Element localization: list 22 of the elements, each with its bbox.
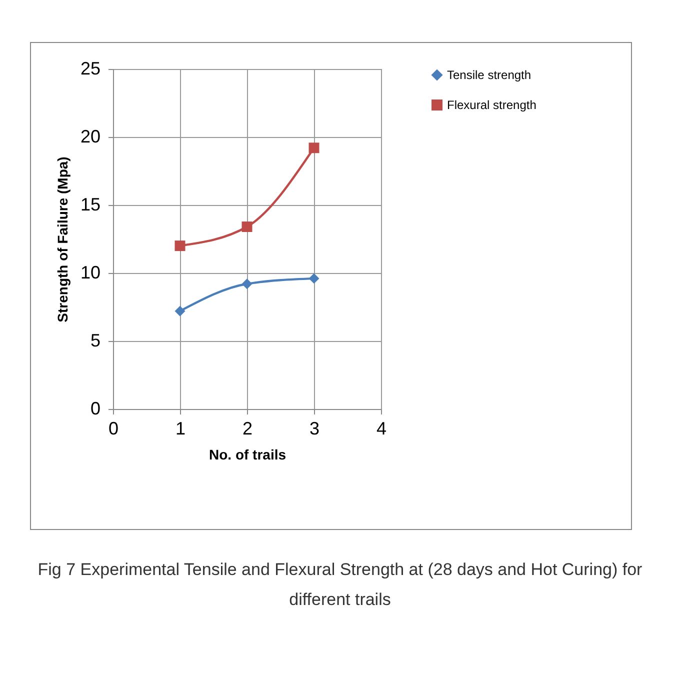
- point: [308, 273, 320, 284]
- y-tick-label: 10: [80, 262, 100, 282]
- point: [242, 278, 252, 290]
- x-tick-label: 0: [108, 418, 119, 438]
- point: [242, 222, 252, 232]
- x-tick-label: 4: [376, 418, 387, 438]
- point: [174, 306, 186, 316]
- x-tick-label: 1: [175, 418, 186, 438]
- x-tick-label: 2: [242, 418, 253, 438]
- legend-label: Tensile strength: [447, 68, 532, 82]
- caption: Fig 7 Experimental Tensile and Flexural Strength at (28 days and Hot Curing) for different trails: [36, 559, 644, 611]
- y-tick-label: 25: [80, 58, 100, 78]
- y-tick-label: 5: [90, 330, 100, 350]
- y-tick-label: 0: [90, 398, 100, 418]
- x-tick-label: 3: [309, 418, 320, 438]
- x-axis-title: No. of trails: [208, 446, 286, 462]
- y-tick-label: 15: [80, 194, 100, 214]
- y-tick-label: 20: [80, 126, 100, 146]
- point: [308, 142, 320, 154]
- legend-label: Flexural strength: [447, 98, 536, 112]
- point: [174, 240, 186, 252]
- y-axis-title: Strength of Failure (Mpa): [54, 156, 70, 322]
